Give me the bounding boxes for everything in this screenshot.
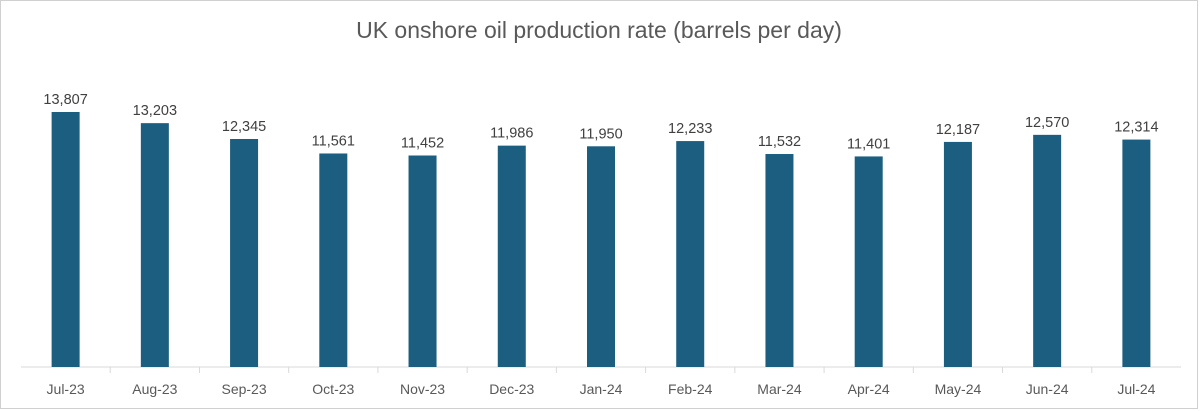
x-tick-label: Mar-24: [757, 381, 802, 397]
data-label: 12,345: [222, 119, 266, 135]
data-label: 11,986: [490, 126, 533, 142]
x-tick-label: Sep-23: [221, 381, 266, 397]
bar-oct-23: [319, 153, 348, 367]
data-label: 13,807: [43, 92, 87, 108]
x-tick-label: Apr-24: [848, 381, 890, 397]
bar-feb-24: [676, 141, 705, 367]
bar-mar-24: [765, 154, 794, 367]
data-label: 11,950: [579, 126, 622, 142]
x-tick-label: Jun-24: [1026, 381, 1069, 397]
data-label: 11,401: [847, 136, 890, 152]
bar-dec-23: [497, 145, 526, 367]
data-label: 13,203: [133, 103, 177, 119]
data-label: 12,570: [1025, 115, 1069, 131]
chart-title: UK onshore oil production rate (barrels …: [356, 17, 842, 43]
data-label: 12,187: [936, 122, 980, 138]
data-label: 11,452: [401, 135, 444, 151]
bar-apr-24: [854, 156, 883, 367]
bar-nov-23: [408, 155, 437, 367]
bar-jul-24: [1122, 139, 1151, 367]
bar-jul-23: [51, 112, 80, 367]
bar-may-24: [943, 141, 972, 367]
bar-sep-23: [230, 139, 259, 367]
x-tick-label: Dec-23: [489, 381, 534, 397]
x-tick-label: Nov-23: [400, 381, 445, 397]
bar-aug-23: [140, 123, 169, 367]
x-tick-label: May-24: [935, 381, 982, 397]
data-label: 11,561: [312, 133, 355, 149]
x-tick-label: Jan-24: [580, 381, 623, 397]
x-tick-label: Aug-23: [132, 381, 177, 397]
data-label: 12,314: [1114, 120, 1158, 136]
x-tick-label: Feb-24: [668, 381, 713, 397]
x-tick-label: Oct-23: [312, 381, 354, 397]
data-label: 11,532: [758, 134, 801, 150]
bar-jun-24: [1033, 134, 1062, 367]
x-tick-label: Jul-24: [1117, 381, 1155, 397]
x-tick-label: Jul-23: [47, 381, 85, 397]
data-label: 12,233: [668, 121, 712, 137]
bar-jan-24: [587, 146, 615, 367]
